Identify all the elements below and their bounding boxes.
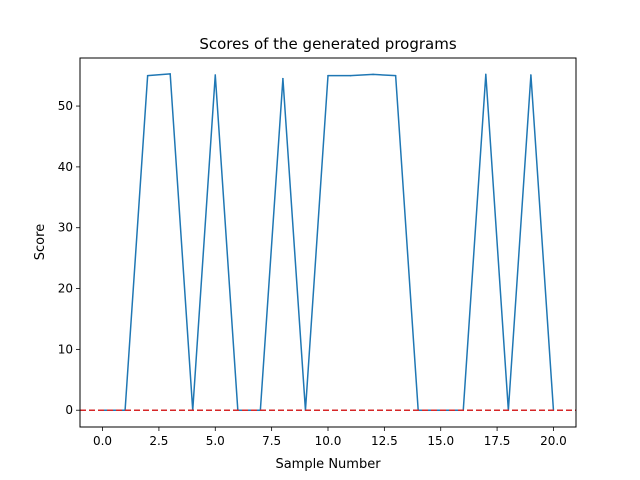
y-tick-label: 0 xyxy=(65,403,73,417)
data-point xyxy=(146,74,149,77)
data-point xyxy=(282,77,284,80)
x-tick-label: 20.0 xyxy=(540,434,567,448)
x-tick-label: 10.0 xyxy=(315,434,342,448)
data-point xyxy=(214,74,217,76)
series-line-0 xyxy=(102,73,555,411)
x-tick-label: 7.5 xyxy=(262,434,281,448)
y-axis-label: Score xyxy=(33,224,48,260)
x-tick-label: 17.5 xyxy=(484,434,511,448)
data-point xyxy=(349,74,352,77)
data-point xyxy=(327,74,329,77)
y-tick-label: 30 xyxy=(58,221,73,235)
x-tick-label: 0.0 xyxy=(93,434,112,448)
data-point xyxy=(372,73,374,76)
x-tick-label: 5.0 xyxy=(206,434,225,448)
y-tick-label: 50 xyxy=(58,99,73,113)
x-axis-label: Sample Number xyxy=(275,457,381,472)
chart-title: Scores of the generated programs xyxy=(199,35,456,53)
x-tick-label: 15.0 xyxy=(427,434,454,448)
x-tick-label: 2.5 xyxy=(149,434,168,448)
data-point xyxy=(530,74,532,76)
y-tick-label: 40 xyxy=(58,160,73,174)
y-tick-label: 20 xyxy=(58,282,73,296)
data-point xyxy=(485,73,487,76)
data-point xyxy=(394,74,397,77)
plot-frame xyxy=(79,57,577,428)
data-point xyxy=(169,73,171,75)
y-tick-label: 10 xyxy=(58,342,73,356)
x-tick-label: 12.5 xyxy=(371,434,398,448)
